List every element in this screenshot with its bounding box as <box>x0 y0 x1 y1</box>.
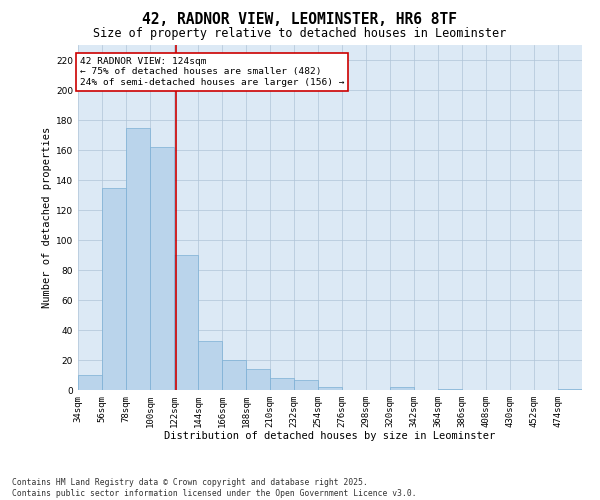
Bar <box>438 388 462 390</box>
Bar <box>246 369 270 390</box>
Bar <box>294 380 318 390</box>
Bar <box>390 387 414 390</box>
Text: 42 RADNOR VIEW: 124sqm
← 75% of detached houses are smaller (482)
24% of semi-de: 42 RADNOR VIEW: 124sqm ← 75% of detached… <box>80 57 344 87</box>
Bar <box>150 147 174 390</box>
Y-axis label: Number of detached properties: Number of detached properties <box>42 127 52 308</box>
Bar <box>102 188 126 390</box>
Bar <box>222 360 246 390</box>
Bar <box>78 375 102 390</box>
Bar <box>270 378 294 390</box>
Text: Contains HM Land Registry data © Crown copyright and database right 2025.
Contai: Contains HM Land Registry data © Crown c… <box>12 478 416 498</box>
Bar <box>318 387 342 390</box>
Bar <box>126 128 150 390</box>
Text: Size of property relative to detached houses in Leominster: Size of property relative to detached ho… <box>94 28 506 40</box>
Bar <box>558 388 582 390</box>
Text: 42, RADNOR VIEW, LEOMINSTER, HR6 8TF: 42, RADNOR VIEW, LEOMINSTER, HR6 8TF <box>143 12 458 28</box>
X-axis label: Distribution of detached houses by size in Leominster: Distribution of detached houses by size … <box>164 432 496 442</box>
Bar <box>198 340 222 390</box>
Bar <box>174 255 198 390</box>
